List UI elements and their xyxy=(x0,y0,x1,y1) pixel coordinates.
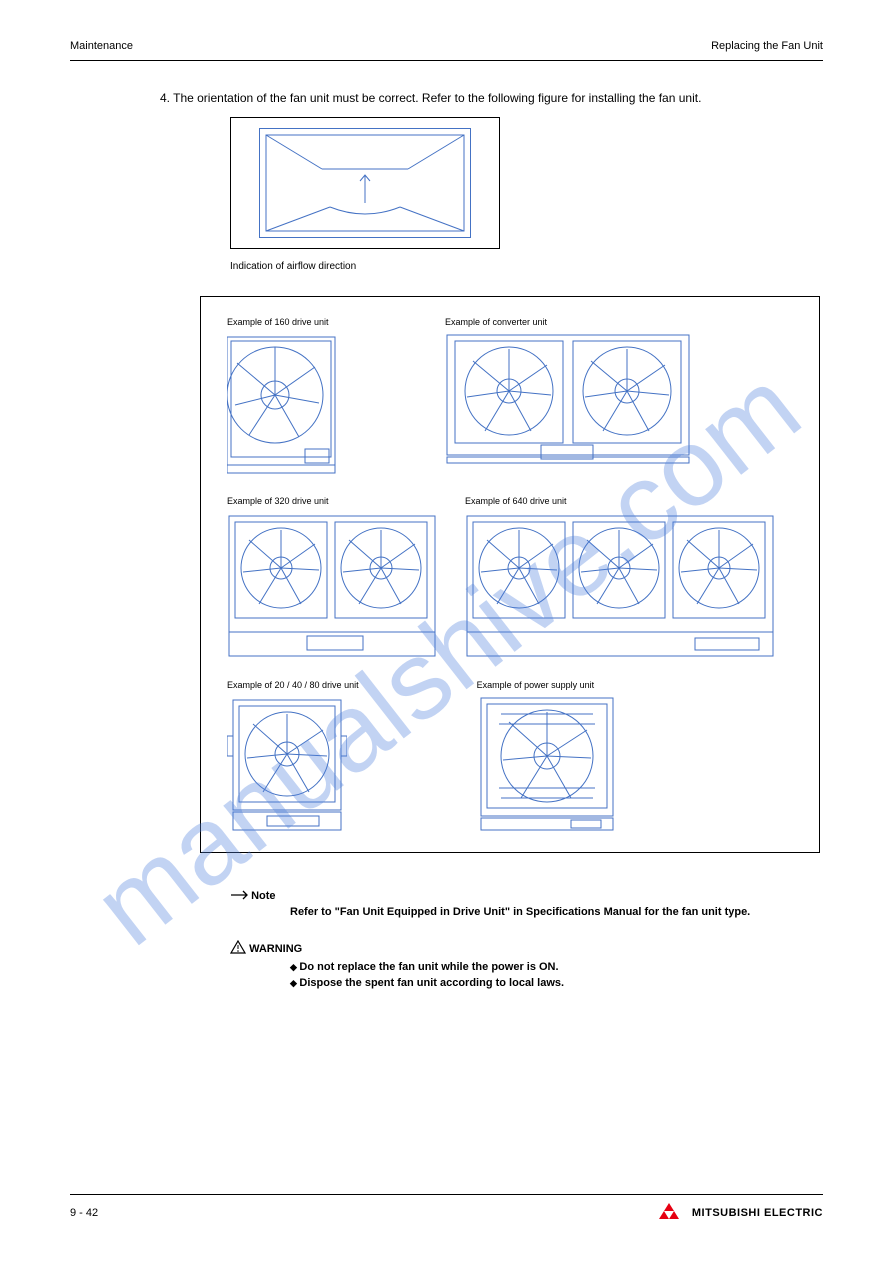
fan-drawing-icon xyxy=(227,510,437,660)
example-320-drive: Example of 320 drive unit xyxy=(227,496,437,660)
fan-drawing-icon xyxy=(465,510,775,660)
mitsubishi-logo-icon xyxy=(654,1203,684,1223)
warning-label: WARNING xyxy=(249,943,302,955)
fan-drawing-icon xyxy=(227,694,347,834)
example-label: Example of 320 drive unit xyxy=(227,496,437,506)
step-text: 4. The orientation of the fan unit must … xyxy=(160,91,823,105)
airflow-figure xyxy=(259,128,471,238)
warning-item: Dispose the spent fan unit according to … xyxy=(290,977,823,989)
brand-block: MITSUBISHI ELECTRIC xyxy=(654,1203,823,1223)
warning-icon xyxy=(230,940,246,954)
note-block: Note xyxy=(230,889,823,902)
header-right: Replacing the Fan Unit xyxy=(711,40,823,52)
warning-item: Do not replace the fan unit while the po… xyxy=(290,961,823,973)
warning-block: WARNING xyxy=(230,940,823,955)
page-footer: 9 - 42 MITSUBISHI ELECTRIC xyxy=(70,1194,823,1223)
example-label: Example of converter unit xyxy=(445,317,691,327)
fan-examples-box: Example of 160 drive unit Example of con… xyxy=(200,296,820,853)
warning-list: Do not replace the fan unit while the po… xyxy=(290,961,823,989)
header-left: Maintenance xyxy=(70,40,133,52)
example-converter: Example of converter unit xyxy=(445,317,691,476)
page-header: Maintenance Replacing the Fan Unit xyxy=(70,40,823,61)
brand-text: MITSUBISHI ELECTRIC xyxy=(692,1207,823,1219)
airflow-caption: Indication of airflow direction xyxy=(230,261,823,272)
example-label: Example of 20 / 40 / 80 drive unit xyxy=(227,680,359,690)
page-number: 9 - 42 xyxy=(70,1207,98,1219)
example-power-supply: Example of power supply unit xyxy=(477,680,617,834)
note-icon xyxy=(230,889,248,901)
fan-drawing-icon xyxy=(227,331,337,476)
example-160-drive: Example of 160 drive unit xyxy=(227,317,337,476)
example-20-40-80-drive: Example of 20 / 40 / 80 drive unit xyxy=(227,680,359,834)
fan-drawing-icon xyxy=(477,694,617,834)
example-640-drive: Example of 640 drive unit xyxy=(465,496,775,660)
example-label: Example of 160 drive unit xyxy=(227,317,337,327)
note-label: Note xyxy=(251,890,275,902)
airflow-figure-box xyxy=(230,117,500,249)
note-text: Refer to "Fan Unit Equipped in Drive Uni… xyxy=(290,906,823,918)
fan-drawing-icon xyxy=(445,331,691,467)
example-label: Example of 640 drive unit xyxy=(465,496,775,506)
example-label: Example of power supply unit xyxy=(477,680,617,690)
